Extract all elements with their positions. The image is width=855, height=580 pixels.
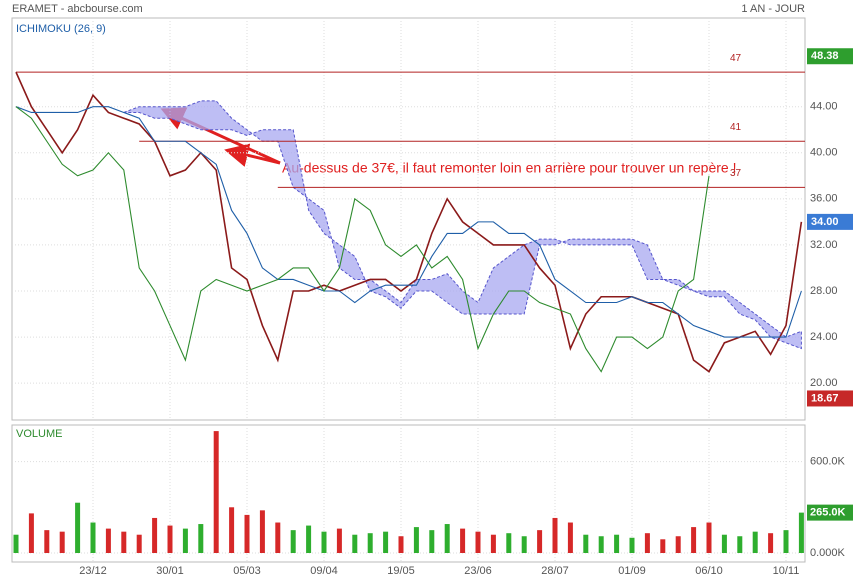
volume-bar	[213, 431, 219, 553]
x-tick-label: 23/12	[79, 565, 107, 577]
volume-bar	[460, 528, 466, 553]
arrow	[224, 143, 281, 167]
level-label: 47	[730, 53, 742, 64]
x-tick-label: 30/01	[156, 565, 184, 577]
volume-bar	[691, 527, 697, 553]
volume-bar	[644, 533, 650, 553]
x-tick-label: 01/09	[618, 565, 646, 577]
volume-bar	[614, 534, 620, 553]
legend: VOLUME	[16, 428, 62, 440]
y-tick-label: 600.0K	[810, 455, 846, 467]
volume-bar	[567, 522, 573, 553]
volume-bar	[398, 536, 404, 553]
level-label: 37	[730, 168, 742, 179]
volume-bar	[290, 530, 296, 553]
y-tick-label: 24.00	[810, 331, 838, 343]
price-badge-label: 18.67	[811, 392, 839, 404]
volume-bar	[737, 536, 743, 553]
volume-bar	[13, 534, 19, 553]
x-tick-label: 06/10	[695, 565, 723, 577]
volume-bar	[383, 531, 389, 553]
volume-bar	[675, 536, 681, 553]
y-tick-label: 32.00	[810, 239, 838, 251]
series-line	[15, 106, 802, 338]
volume-badge-label: 265.0K	[810, 507, 846, 519]
volume-bar	[367, 533, 373, 553]
volume-bar	[798, 512, 804, 553]
y-tick-label: 36.00	[810, 193, 838, 205]
price-badge-label: 34.00	[811, 216, 839, 228]
volume-bar	[413, 527, 419, 553]
volume-bar	[28, 513, 34, 553]
volume-bar	[44, 530, 50, 553]
volume-bar	[706, 522, 712, 553]
volume-bar	[244, 514, 250, 553]
x-tick-label: 19/05	[387, 565, 415, 577]
volume-bar	[752, 531, 758, 553]
level-label: 41	[730, 122, 742, 133]
volume-bar	[429, 530, 435, 553]
volume-badge	[807, 504, 853, 521]
price-badge-label: 48.38	[811, 50, 839, 62]
volume-bar	[105, 528, 111, 553]
volume-bar	[490, 534, 496, 553]
ichimoku-cloud	[123, 100, 802, 350]
y-tick-label: 40.00	[810, 147, 838, 159]
x-tick-label: 05/03	[233, 565, 261, 577]
volume-bar	[275, 522, 281, 553]
volume-bar	[629, 537, 635, 553]
price-badge	[807, 390, 853, 407]
price-badge	[807, 48, 853, 65]
volume-frame	[11, 424, 806, 563]
series-line	[15, 106, 710, 373]
volume-bar	[321, 531, 327, 553]
page-title: ERAMET - abcbourse.com	[12, 3, 143, 15]
price-badge	[807, 213, 853, 230]
volume-bar	[306, 525, 312, 553]
period: 1 AN - JOUR	[741, 3, 805, 15]
volume-bar	[182, 528, 188, 553]
series-line	[15, 71, 803, 373]
volume-bar	[259, 510, 265, 553]
volume-bar	[75, 502, 81, 553]
x-tick-label: 28/07	[541, 565, 569, 577]
volume-bar	[90, 522, 96, 553]
legend: ICHIMOKU (26, 9)	[16, 23, 106, 35]
x-tick-label: 09/04	[310, 565, 338, 577]
volume-bar	[598, 536, 604, 553]
volume-bar	[59, 531, 65, 553]
volume-bar	[152, 517, 158, 553]
x-tick-label: 23/06	[464, 565, 492, 577]
y-tick-label: 0.000K	[810, 547, 846, 559]
y-tick-label: 44.00	[810, 101, 838, 113]
price-frame	[11, 17, 806, 421]
volume-bar	[521, 536, 527, 553]
volume-bar	[660, 539, 666, 553]
volume-bar	[198, 524, 204, 553]
volume-bar	[552, 517, 558, 553]
volume-bar	[336, 528, 342, 553]
volume-bar	[167, 525, 173, 553]
volume-bar	[121, 531, 127, 553]
x-tick-label: 10/11	[773, 565, 800, 577]
volume-bar	[136, 534, 142, 553]
volume-bar	[229, 507, 235, 553]
y-tick-label: 28.00	[810, 285, 838, 297]
volume-bar	[721, 534, 727, 553]
y-tick-label: 20.00	[810, 377, 838, 389]
volume-bar	[768, 533, 774, 553]
volume-bar	[444, 524, 450, 553]
volume-bar	[537, 530, 543, 553]
annotation: Au-dessus de 37€, il faut remonter loin …	[282, 160, 736, 176]
volume-bar	[352, 534, 358, 553]
volume-bar	[583, 534, 589, 553]
volume-bar	[783, 530, 789, 553]
volume-bar	[506, 533, 512, 553]
volume-bar	[475, 531, 481, 553]
